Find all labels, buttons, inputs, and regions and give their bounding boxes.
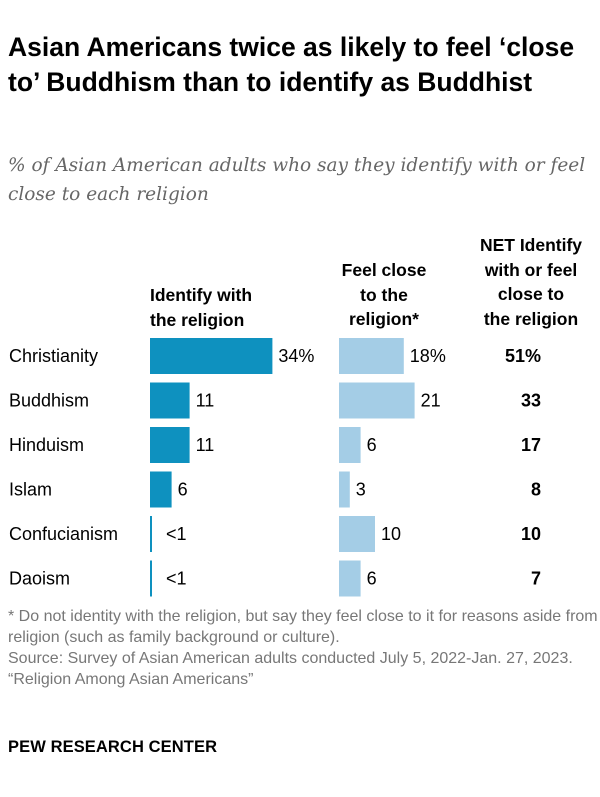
brand-logo-text: PEW RESEARCH CENTER bbox=[8, 738, 218, 756]
bar-identify bbox=[150, 382, 190, 419]
bar-feel-close bbox=[339, 471, 350, 508]
bar-feel-close bbox=[339, 560, 361, 597]
report-title: “Religion Among Asian Americans” bbox=[8, 671, 254, 688]
footnote: * Do not identity with the religion, but… bbox=[8, 608, 598, 646]
bar-identify bbox=[150, 338, 273, 374]
value-label-identify: <1 bbox=[166, 524, 187, 544]
value-label-identify: <1 bbox=[166, 569, 187, 589]
column-header-identify: Identify with the religion bbox=[150, 285, 253, 330]
net-value-label: 10 bbox=[521, 524, 541, 544]
category-label: Daoism bbox=[9, 569, 70, 589]
value-label-identify: 6 bbox=[178, 480, 188, 500]
value-label-identify: 11 bbox=[196, 435, 215, 455]
category-label: Buddhism bbox=[9, 391, 89, 411]
bar-feel-close bbox=[339, 382, 415, 419]
net-value-label: 8 bbox=[531, 480, 541, 500]
value-label-feel-close: 3 bbox=[356, 480, 366, 500]
value-label-feel-close: 18% bbox=[410, 346, 446, 366]
chart-footer: * Do not identity with the religion, but… bbox=[8, 606, 600, 690]
source-note: Source: Survey of Asian American adults … bbox=[8, 650, 573, 667]
value-label-feel-close: 6 bbox=[367, 435, 377, 455]
net-value-label: 51% bbox=[505, 346, 541, 366]
bar-identify bbox=[150, 560, 152, 597]
net-value-label: 7 bbox=[531, 569, 541, 589]
category-label: Christianity bbox=[9, 346, 98, 366]
category-label: Islam bbox=[9, 480, 52, 500]
bar-identify bbox=[150, 427, 190, 463]
net-value-label: 17 bbox=[521, 435, 541, 455]
category-label: Confucianism bbox=[9, 524, 118, 544]
value-label-identify: 34% bbox=[278, 346, 314, 366]
bar-feel-close bbox=[339, 516, 375, 552]
bar-identify bbox=[150, 516, 152, 552]
bar-chart: Christianity 34% 18% 51% Buddhism 11 21 33 Hindu… bbox=[9, 338, 541, 597]
category-label: Hinduism bbox=[9, 435, 84, 455]
bar-feel-close bbox=[339, 338, 404, 374]
bar-identify bbox=[150, 471, 172, 508]
value-label-feel-close: 6 bbox=[367, 569, 377, 589]
chart-subtitle: % of Asian American adults who say they … bbox=[8, 155, 586, 205]
net-value-label: 33 bbox=[521, 391, 541, 411]
chart-title: Asian Americans twice as likely to feel … bbox=[8, 32, 575, 97]
column-header-feel-close: Feel close to the religion* bbox=[341, 260, 427, 329]
column-header-net: NET Identify with or feel close to the r… bbox=[479, 235, 583, 329]
bar-feel-close bbox=[339, 427, 361, 463]
value-label-feel-close: 21 bbox=[421, 391, 441, 411]
value-label-identify: 11 bbox=[196, 391, 215, 411]
value-label-feel-close: 10 bbox=[381, 524, 401, 544]
